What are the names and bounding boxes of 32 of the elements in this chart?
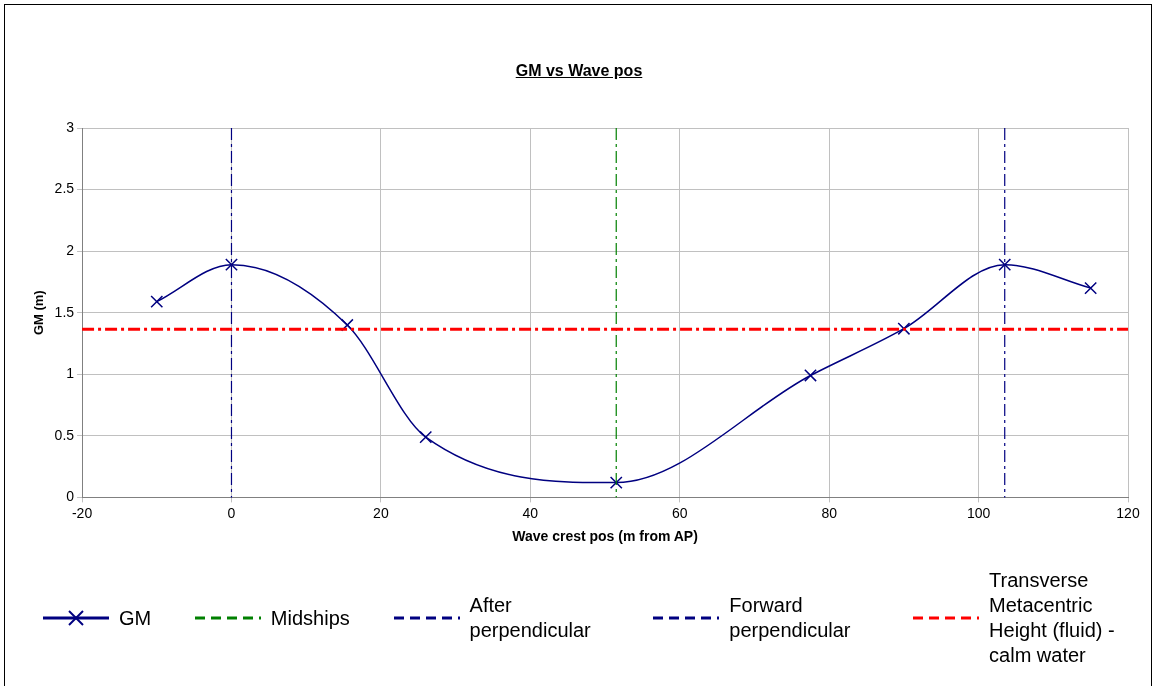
- legend-label: Transverse Metacentric Height (fluid) - calm water: [989, 568, 1116, 668]
- x-tick-label: 120: [1116, 504, 1140, 521]
- x-tick-label: 60: [671, 504, 688, 521]
- point: [897, 322, 911, 336]
- point: [225, 258, 238, 272]
- y-tick-label: 2.5: [54, 180, 75, 197]
- y-tick-label: 2: [66, 241, 75, 258]
- point: [804, 369, 817, 382]
- x-tick-label: 0: [227, 504, 236, 521]
- point: [998, 258, 1012, 272]
- x-axis-title: Wave crest pos (m from AP): [512, 528, 698, 545]
- point: [150, 295, 164, 309]
- y-tick-label: 1.5: [54, 303, 75, 320]
- legend-label: Forward perpendicular: [729, 593, 852, 643]
- x-tick-label: 80: [821, 504, 838, 521]
- point: [609, 476, 623, 490]
- point: [419, 430, 433, 444]
- legend-label: After perpendicular: [469, 593, 592, 643]
- legend-label: Midships: [270, 605, 350, 631]
- point: [1084, 281, 1098, 295]
- x-tick-label: 20: [373, 504, 389, 521]
- legend-label: GM: [118, 605, 152, 631]
- y-tick-label: 0.5: [54, 426, 75, 443]
- point: [340, 318, 354, 332]
- chart-title: GM vs Wave pos: [514, 62, 644, 80]
- y-tick-label: 0: [66, 488, 75, 505]
- x-tick-label: -20: [71, 504, 93, 521]
- x-tick-label: 100: [966, 504, 991, 521]
- y-tick-label: 3: [66, 118, 75, 135]
- x-tick-label: 40: [522, 504, 539, 521]
- y-axis-title: GM (m): [31, 290, 47, 336]
- y-tick-label: 1: [66, 365, 75, 382]
